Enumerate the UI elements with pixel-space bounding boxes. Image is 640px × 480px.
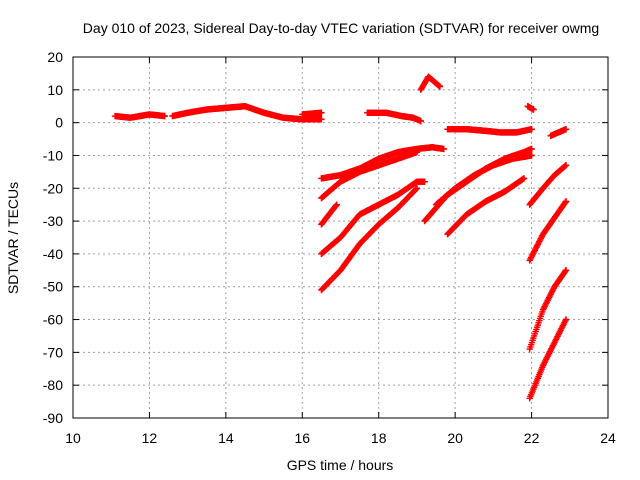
- point-marker: [412, 185, 420, 193]
- series-early-band-b: [169, 103, 325, 123]
- point-marker: [417, 117, 424, 125]
- y-tick-label: -30: [43, 213, 63, 229]
- x-tick-label: 22: [524, 430, 540, 446]
- x-tick-label: 12: [142, 430, 158, 446]
- y-tick-label: -90: [43, 410, 63, 426]
- series-track-9: [524, 103, 537, 113]
- point-marker: [562, 268, 569, 275]
- point-marker: [413, 148, 421, 156]
- point-marker: [528, 126, 535, 133]
- y-tick-label: -70: [43, 344, 63, 360]
- point-marker: [318, 109, 325, 116]
- series-track-12: [526, 198, 570, 264]
- point-marker: [436, 83, 444, 90]
- point-marker: [528, 145, 535, 153]
- point-marker: [413, 185, 421, 192]
- series-track-5: [318, 185, 421, 294]
- x-tick-label: 18: [371, 430, 387, 446]
- series-track-14: [526, 316, 570, 402]
- tick-labels: 10 12 14 16 18 20 22 24 20 10 0 -10 -20 -30 -40 -50 -60 -…: [43, 49, 616, 446]
- x-tick-label: 10: [65, 430, 81, 446]
- point-marker: [520, 175, 528, 182]
- series-track-13: [526, 267, 570, 353]
- y-tick-label: -10: [43, 147, 63, 163]
- series-track-10: [547, 126, 570, 139]
- series-mid-band: [299, 109, 325, 118]
- y-axis-label: SDTVAR / TECUs: [5, 182, 21, 294]
- x-axis-label: GPS time / hours: [287, 457, 394, 473]
- point-marker: [530, 106, 537, 113]
- series-flat-18: [364, 109, 424, 125]
- y-tick-label: -60: [43, 312, 63, 328]
- axis-ticks: [72, 56, 609, 419]
- point-marker: [318, 116, 325, 123]
- series-track-4: [318, 178, 428, 258]
- x-tick-label: 16: [294, 430, 310, 446]
- point-marker: [333, 201, 340, 208]
- y-tick-label: 0: [55, 115, 63, 131]
- series-track-2: [318, 148, 421, 202]
- point-marker: [562, 316, 570, 323]
- series-track-11: [526, 162, 570, 208]
- y-tick-label: -80: [43, 377, 63, 393]
- series-spike-19: [417, 73, 444, 94]
- series-flat-20: [444, 126, 535, 136]
- chart-title: Day 010 of 2023, Sidereal Day-to-day VTE…: [83, 20, 599, 36]
- series-track-7: [432, 152, 535, 208]
- point-marker: [562, 267, 570, 274]
- x-tick-label: 20: [447, 430, 463, 446]
- data-points: [111, 73, 570, 402]
- x-tick-label: 14: [218, 430, 234, 446]
- point-marker: [562, 126, 570, 133]
- point-marker: [332, 202, 340, 209]
- y-tick-label: 20: [47, 49, 63, 65]
- point-marker: [562, 198, 570, 205]
- point-marker: [562, 162, 570, 169]
- point-marker: [440, 145, 447, 153]
- point-marker: [421, 178, 428, 185]
- y-tick-label: -50: [43, 279, 63, 295]
- y-tick-label: 10: [47, 82, 63, 98]
- point-marker: [562, 199, 569, 206]
- series-early-band-a: [111, 111, 168, 121]
- y-tick-label: -20: [43, 180, 63, 196]
- y-tick-label: -40: [43, 246, 63, 262]
- plot-frame: [72, 56, 609, 419]
- point-marker: [528, 152, 535, 159]
- series-track-8: [444, 175, 528, 238]
- point-marker: [161, 112, 168, 120]
- x-tick-label: 24: [600, 430, 616, 446]
- series-track-3: [318, 201, 340, 228]
